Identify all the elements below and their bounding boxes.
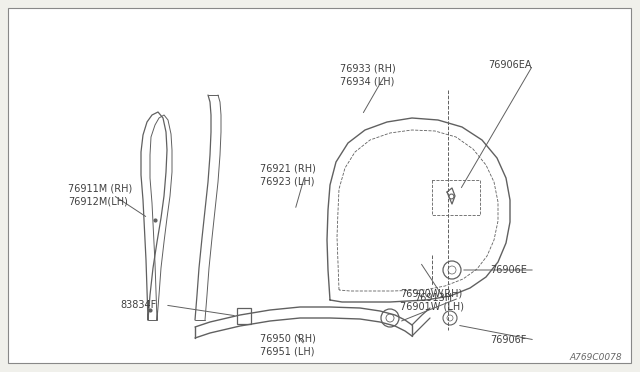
Text: 76950 (RH)
76951 (LH): 76950 (RH) 76951 (LH)	[260, 334, 316, 356]
Text: A769C0078: A769C0078	[570, 353, 622, 362]
Text: 76906EA: 76906EA	[488, 60, 531, 70]
Text: 76921 (RH)
76923 (LH): 76921 (RH) 76923 (LH)	[260, 164, 316, 186]
Text: 76906F: 76906F	[490, 335, 526, 345]
Text: 76911M (RH)
76912M(LH): 76911M (RH) 76912M(LH)	[68, 184, 132, 206]
Text: 76933 (RH)
76934 (LH): 76933 (RH) 76934 (LH)	[340, 64, 396, 86]
Text: 83834F: 83834F	[120, 300, 156, 310]
FancyBboxPatch shape	[8, 8, 631, 363]
Text: 76906E: 76906E	[490, 265, 527, 275]
Text: 76913H: 76913H	[414, 293, 452, 303]
Text: 76900W(RH)
76901W (LH): 76900W(RH) 76901W (LH)	[400, 289, 464, 311]
FancyBboxPatch shape	[237, 308, 251, 324]
